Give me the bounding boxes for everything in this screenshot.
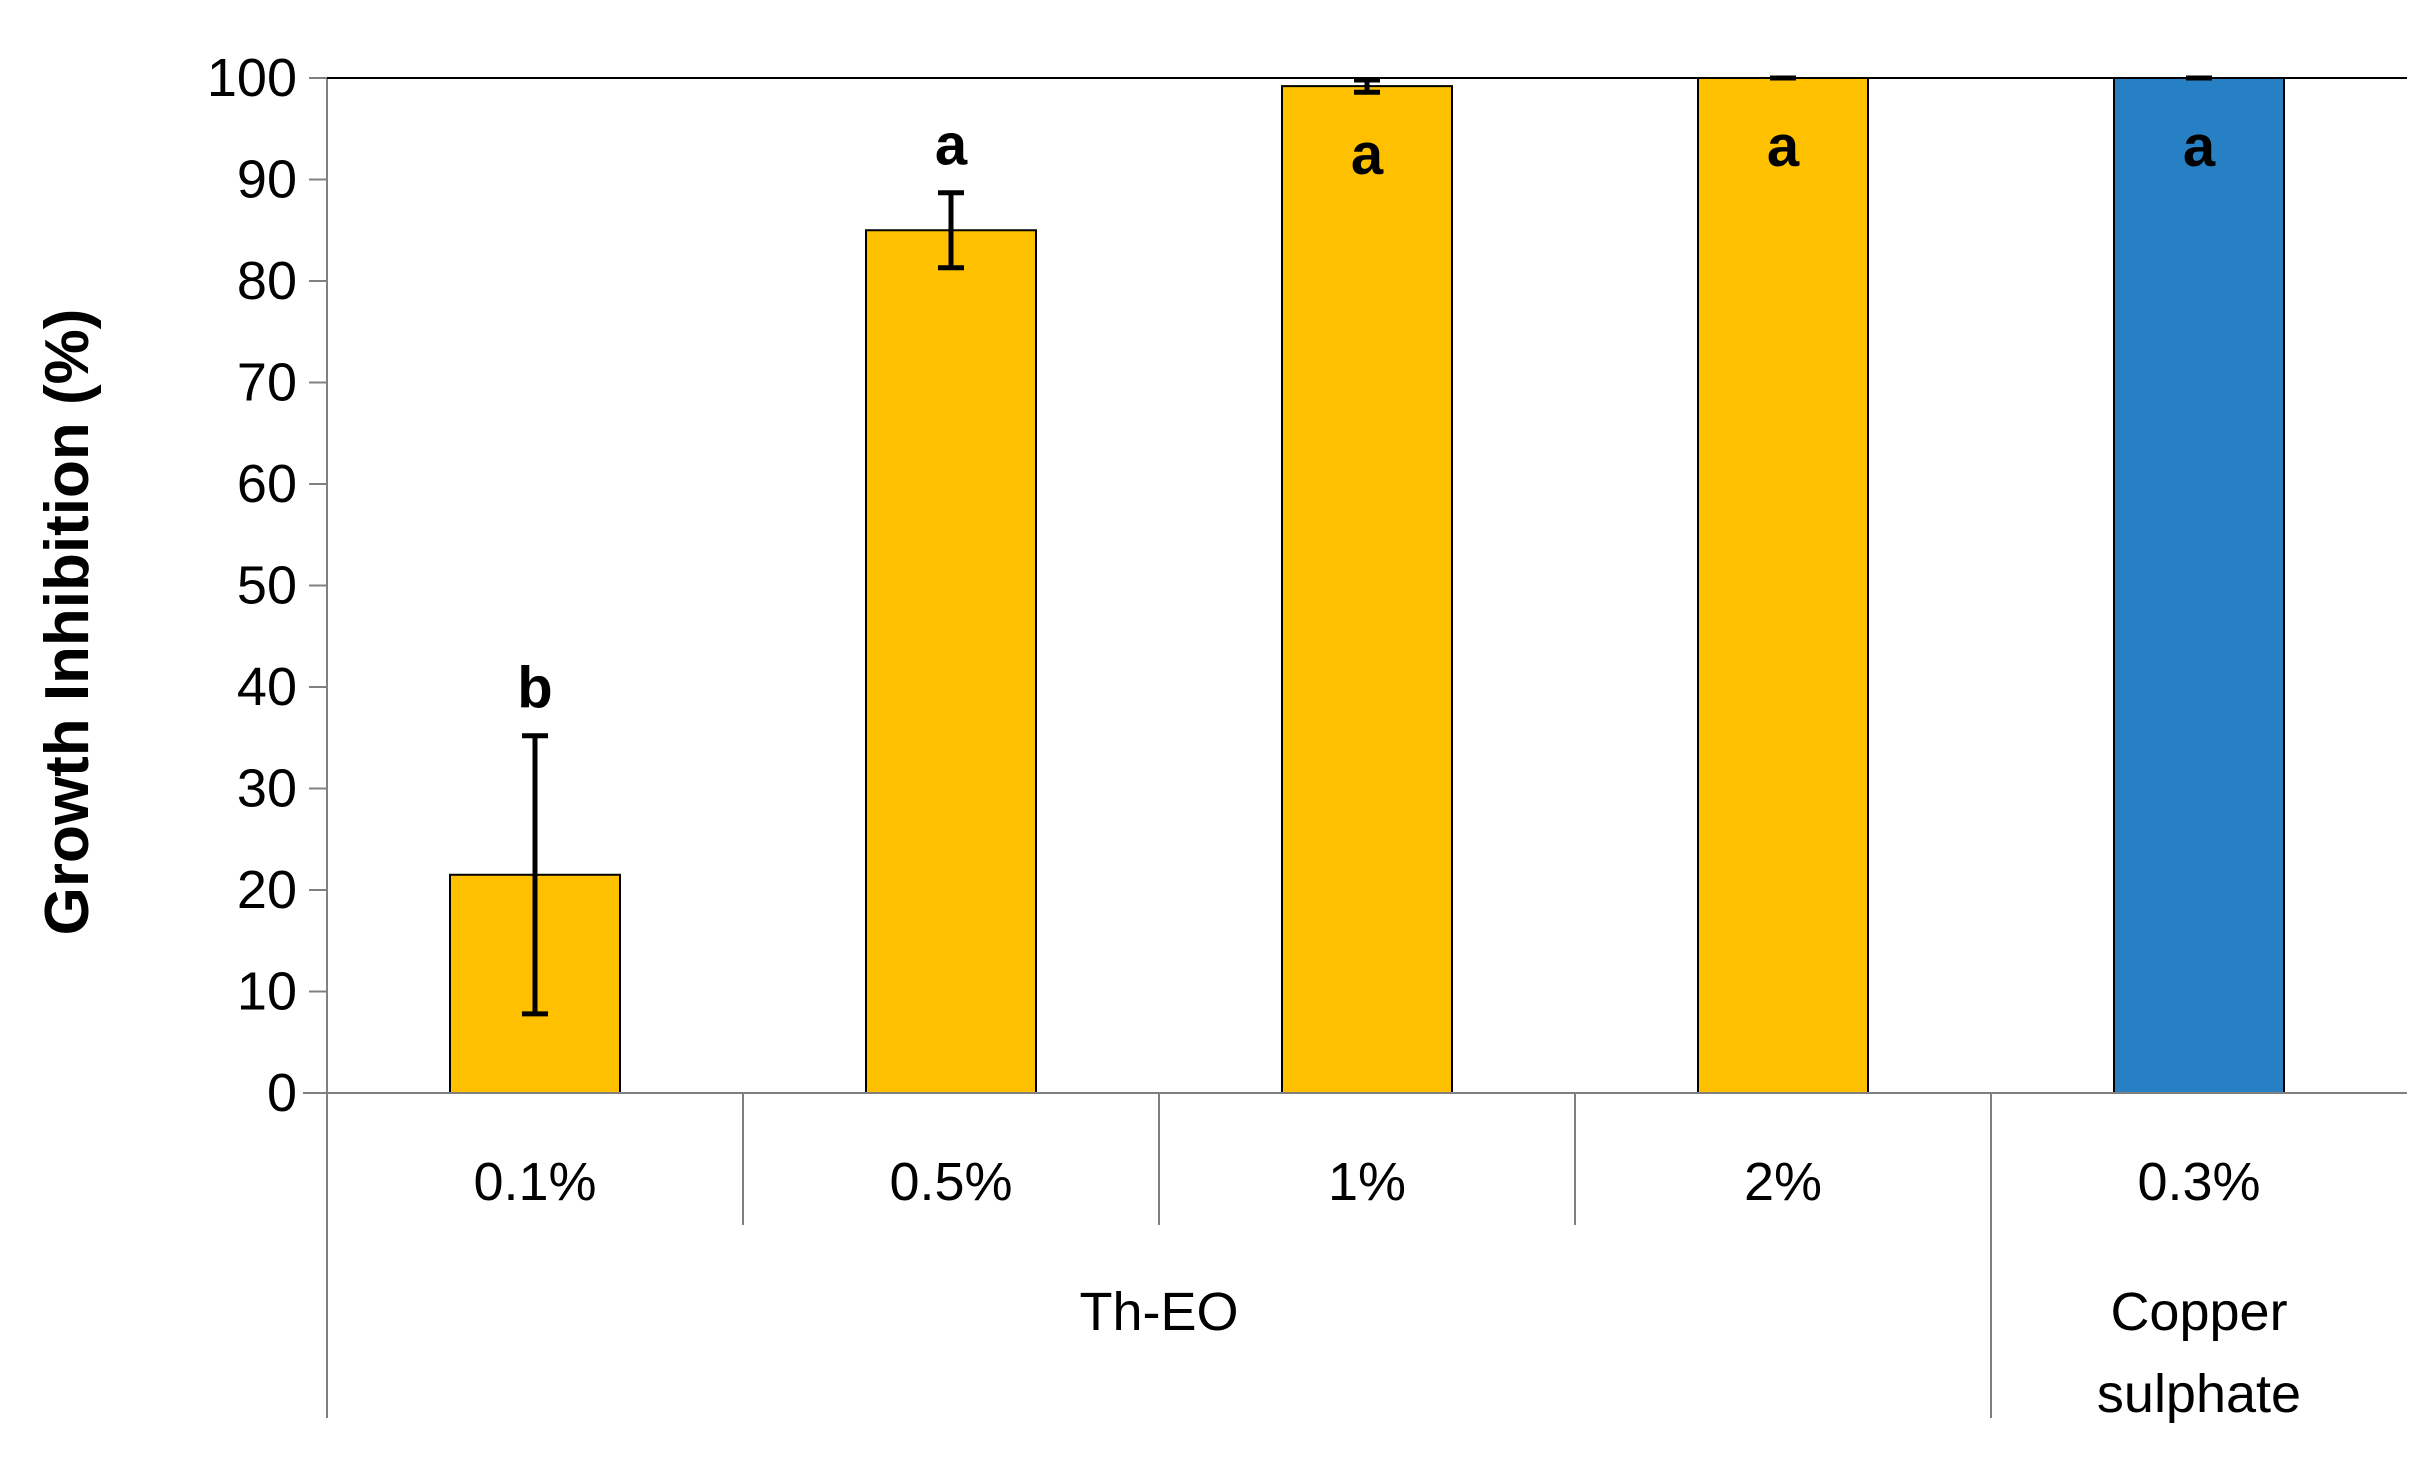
- y-tick-label: 100: [207, 48, 297, 108]
- y-tick-label: 40: [237, 657, 297, 717]
- y-tick-label: 10: [237, 962, 297, 1022]
- significance-label: a: [935, 113, 968, 178]
- y-tick-label: 20: [237, 860, 297, 920]
- bar: [2113, 77, 2285, 1094]
- x-axis: 0.1% 0.5% 1% 2% 0.3% Th-EO Copper sulphate: [303, 1092, 2407, 1424]
- bar: [1697, 77, 1869, 1094]
- bar: [865, 229, 1037, 1094]
- significance-label: a: [1767, 114, 1800, 179]
- y-axis-title: Growth Inhibition (%): [33, 309, 102, 936]
- y-tick-label: 70: [237, 353, 297, 413]
- group-label-line: sulphate: [2097, 1364, 2301, 1424]
- group-label: Th-EO: [1079, 1282, 1238, 1342]
- y-tick-label: 50: [237, 556, 297, 616]
- y-axis: 0 10 20 30 40 50 60 70 80 90 100: [207, 48, 2407, 1418]
- y-tick-label: 60: [237, 454, 297, 514]
- group-label-line: Copper: [2110, 1282, 2287, 1342]
- bars: b a a a a: [449, 75, 2285, 1095]
- significance-label: a: [1351, 122, 1384, 187]
- y-tick-label: 0: [267, 1063, 297, 1123]
- significance-label: a: [2183, 114, 2216, 179]
- x-tick-label: 0.3%: [2137, 1152, 2260, 1212]
- x-tick-label: 0.5%: [889, 1152, 1012, 1212]
- bar: [1281, 85, 1453, 1095]
- y-tick-label: 30: [237, 759, 297, 819]
- x-tick-label: 0.1%: [473, 1152, 596, 1212]
- y-tick-label: 80: [237, 251, 297, 311]
- x-tick-label: 1%: [1328, 1152, 1406, 1212]
- significance-label: b: [517, 656, 552, 721]
- x-tick-label: 2%: [1744, 1152, 1822, 1212]
- y-tick-label: 90: [237, 150, 297, 210]
